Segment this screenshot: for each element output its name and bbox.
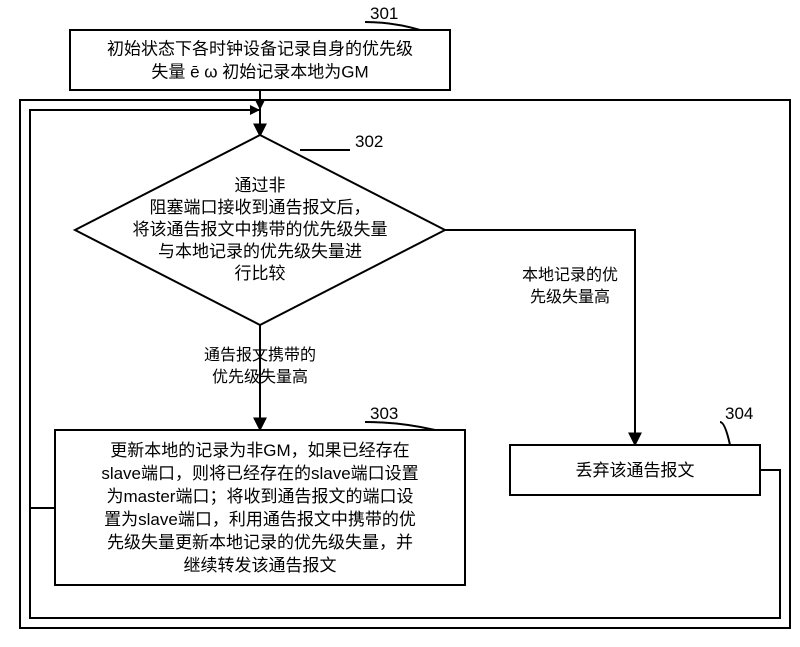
- edge-label: 本地记录的优: [522, 266, 618, 284]
- edge-label: 先级失量高: [530, 288, 610, 306]
- node-text: 与本地记录的优先级失量进: [158, 242, 362, 261]
- node-text: 行比较: [235, 264, 286, 283]
- node-text: 继续转发该通告报文: [184, 556, 337, 575]
- leader-line: [720, 422, 730, 445]
- node-text: 通过非: [235, 176, 286, 195]
- edge-label: 优先级失量高: [212, 368, 308, 386]
- node-ref-label: 302: [355, 132, 383, 151]
- node-ref-label: 301: [370, 4, 398, 23]
- node-text: 失量 ē ω 初始记录本地为GM: [151, 62, 368, 81]
- node-ref-label: 304: [725, 404, 753, 423]
- node-text: slave端口，则将已经存在的slave端口设置: [101, 464, 418, 483]
- node-text: 阻塞端口接收到通告报文后，: [150, 198, 371, 217]
- node-text: 为master端口；将收到通告报文的端口设: [107, 487, 414, 506]
- node-text: 初始状态下各时钟设备记录自身的优先级: [107, 39, 413, 58]
- leader-line: [365, 422, 435, 430]
- leader-line: [365, 22, 420, 30]
- node-text: 将该通告报文中携带的优先级失量: [133, 220, 388, 239]
- node-ref-label: 303: [370, 404, 398, 423]
- node-text: 置为slave端口，利用通告报文中携带的优: [104, 510, 416, 529]
- node-text: 丢弃该通告报文: [576, 461, 695, 480]
- edge-e3: [445, 230, 635, 445]
- node-text: 先级失量更新本地记录的优先级失量，并: [107, 533, 413, 552]
- edge-label: 通告报文携带的: [204, 346, 316, 364]
- node-text: 更新本地的记录为非GM，如果已经存在: [110, 441, 409, 460]
